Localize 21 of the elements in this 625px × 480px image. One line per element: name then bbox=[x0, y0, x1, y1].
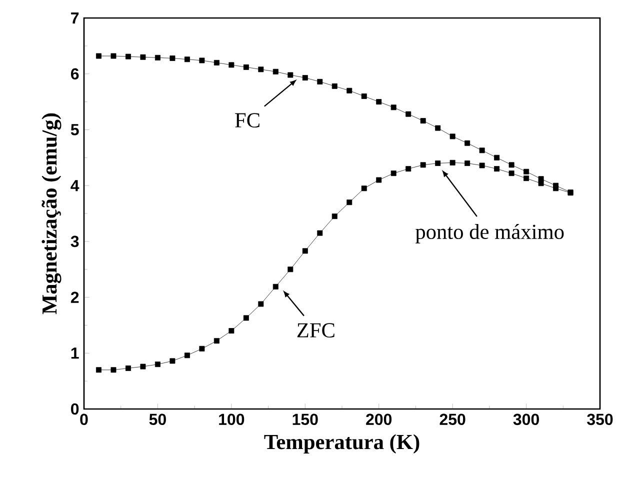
y-axis-title: Magnetização (emu/g) bbox=[42, 113, 62, 314]
y-tick-label: 0 bbox=[71, 403, 79, 415]
y-tick-label: 4 bbox=[70, 180, 80, 192]
x-tick-label: 50 bbox=[149, 414, 166, 426]
x-tick-label: 300 bbox=[513, 414, 539, 426]
x-tick-label: 0 bbox=[80, 414, 88, 426]
x-tick-label: 350 bbox=[587, 414, 613, 426]
y-tick-label: 7 bbox=[71, 12, 79, 24]
x-tick-label: 100 bbox=[219, 414, 244, 426]
x-tick-label: 200 bbox=[366, 414, 392, 426]
annotation: ponto de máximo bbox=[416, 224, 564, 244]
y-tick-label: 6 bbox=[70, 68, 79, 80]
x-tick-label: 150 bbox=[292, 414, 318, 426]
annotation: FC bbox=[235, 113, 260, 128]
annotation: ZFC bbox=[297, 323, 334, 338]
y-tick-label: 1 bbox=[71, 348, 79, 359]
y-tick-label: 3 bbox=[70, 236, 79, 248]
y-tick-label: 5 bbox=[70, 124, 79, 136]
x-axis-title: Temperatura (K) bbox=[264, 434, 420, 454]
x-tick-label: 250 bbox=[440, 414, 466, 426]
y-tick-label: 2 bbox=[70, 292, 79, 303]
